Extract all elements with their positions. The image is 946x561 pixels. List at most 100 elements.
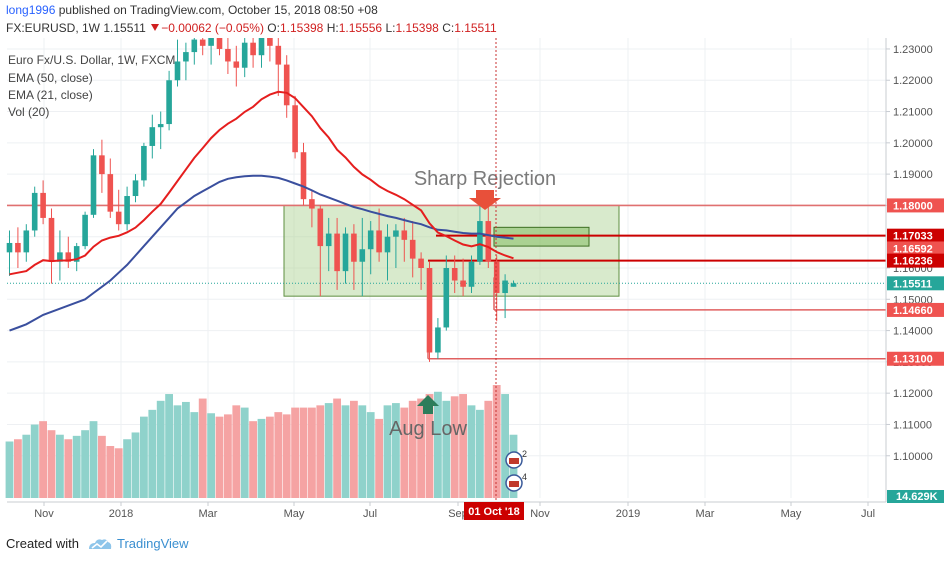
candle-body [107, 174, 114, 212]
volume-bar [72, 435, 81, 498]
candle-body [225, 48, 231, 62]
price-tick-label: 1.21000 [893, 107, 933, 119]
volume-bar [30, 424, 39, 498]
price-label-text: 1.14660 [893, 305, 933, 317]
annotation-sharp-rejection: Sharp Rejection [414, 168, 556, 190]
volume-bar [47, 430, 56, 498]
event-flag-icon [509, 458, 519, 464]
price-label-text: 1.16236 [893, 256, 933, 268]
high-value: 1.15556 [338, 21, 383, 35]
candle-body [292, 105, 298, 153]
volume-bar [434, 391, 442, 498]
volume-bar [140, 416, 148, 498]
candle-body [65, 252, 72, 262]
volume-bar [366, 412, 375, 498]
candle-body [359, 249, 366, 262]
volume-bar [408, 400, 417, 498]
candle-body [443, 268, 450, 328]
candle-body [418, 258, 424, 268]
candle-body [393, 230, 399, 237]
candle-body [468, 261, 475, 287]
volume-bar [207, 413, 215, 498]
volume-bar [98, 435, 106, 498]
price-label-text: 1.16592 [893, 243, 933, 255]
price-label-text: 1.17033 [893, 231, 933, 243]
price-tick-label: 1.12000 [893, 388, 933, 400]
publish-text: published on TradingView.com, October 15… [58, 3, 378, 17]
price-tick-label: 1.19000 [893, 169, 933, 181]
candle-body [57, 252, 63, 262]
volume-bar [165, 394, 173, 498]
tradingview-link[interactable]: TradingView [116, 536, 189, 551]
candle-body [401, 230, 408, 240]
volume-bar [123, 439, 131, 498]
candle-body [451, 268, 458, 281]
candle-body [23, 230, 30, 253]
ohlc-bar: FX:EURUSD, 1W 1.15511 −0.00062 (−0.05%) … [6, 21, 497, 35]
ema50-line [9, 174, 514, 332]
candle-body [309, 199, 315, 209]
volume-bar [215, 416, 224, 498]
time-tick-label: May [781, 508, 802, 520]
candle-body [376, 230, 382, 253]
price-label-box [887, 351, 944, 366]
horizontal-levels [7, 204, 886, 360]
time-tick-label: Nov [530, 508, 550, 520]
candle-body [342, 233, 349, 272]
volume-bar [5, 441, 14, 498]
volume-bars [5, 385, 518, 498]
volume-bar [350, 400, 358, 498]
volume-bar [476, 409, 484, 498]
time-tick-label: 2018 [109, 508, 133, 520]
price-label-box [887, 276, 944, 291]
candle-body [216, 38, 223, 49]
candle-body [166, 80, 172, 125]
author-link[interactable]: long1996 [6, 3, 56, 17]
cursor-date-label: 01 Oct '18 [468, 506, 520, 518]
candle-body [460, 280, 466, 287]
candle-body [199, 39, 206, 46]
time-tick-label: Mar [199, 508, 218, 520]
price-label-box [887, 253, 944, 268]
candle-body [325, 233, 332, 247]
candlesticks [6, 38, 517, 362]
open-value: 1.15398 [279, 21, 324, 35]
candle-body [174, 61, 181, 81]
time-tick-label: Mar [696, 508, 715, 520]
candle-body [409, 239, 416, 259]
down-arrow-icon [151, 24, 160, 31]
volume-bar [64, 439, 73, 498]
candle-body [6, 242, 13, 253]
volume-bar [308, 407, 316, 498]
time-tick-label: 2019 [616, 508, 640, 520]
volume-bar [14, 439, 22, 498]
candle-body [149, 127, 156, 146]
target-zone [493, 226, 590, 247]
price-tick-label: 1.22000 [893, 75, 933, 87]
volume-bar [22, 434, 31, 498]
volume-bar [467, 405, 476, 498]
candle-body [435, 327, 441, 353]
price-label-text: 1.13100 [893, 354, 933, 366]
candle-body [275, 45, 282, 65]
volume-bar [232, 405, 241, 498]
volume-bar [224, 414, 232, 498]
candle-body [367, 230, 374, 250]
close-value: 1.15511 [454, 21, 497, 35]
price-tick-label: 1.23000 [893, 44, 933, 56]
price-tick-label: 1.11000 [893, 419, 932, 431]
volume-bar [81, 430, 89, 498]
candle-body [90, 155, 97, 215]
volume-bar [484, 400, 493, 498]
ema21-line [9, 90, 514, 276]
open-label: O: [267, 21, 280, 35]
candle-body [141, 145, 147, 181]
time-tick-label: Nov [34, 508, 54, 520]
volume-bar [501, 394, 509, 498]
volume-bar [240, 407, 249, 498]
candle-body [477, 221, 483, 262]
volume-bar [148, 409, 157, 498]
candle-body [191, 39, 198, 53]
consolidation-zone [283, 204, 620, 297]
